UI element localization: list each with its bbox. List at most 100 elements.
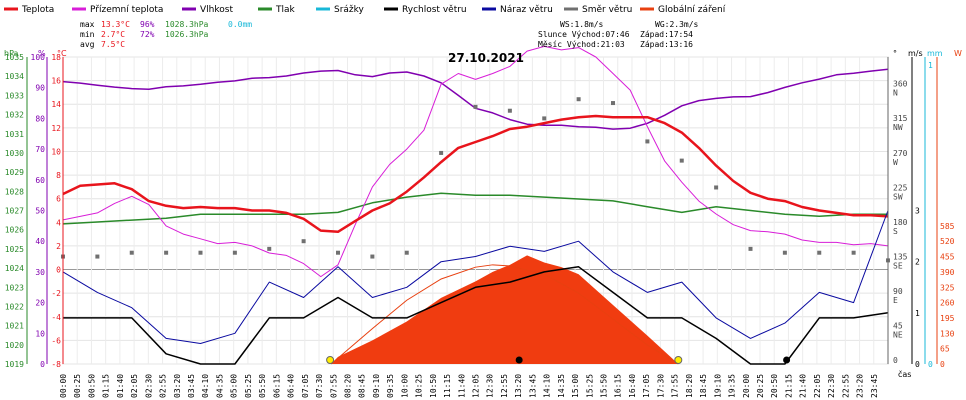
tick-dir: 180 bbox=[893, 218, 908, 227]
axis-label-dir: ° bbox=[893, 49, 897, 58]
tick-w: 260 bbox=[940, 299, 955, 308]
tick-mm: 0 bbox=[928, 360, 933, 369]
axis-label-ms: m/s bbox=[908, 49, 923, 58]
tick-time: 22:55 bbox=[841, 374, 850, 398]
tick-time: 23:20 bbox=[856, 374, 865, 398]
tick-time: 04:35 bbox=[215, 374, 224, 398]
wind-dir-point bbox=[232, 250, 237, 255]
tick-w: 65 bbox=[940, 345, 950, 354]
tick-dir: 90 bbox=[893, 287, 903, 296]
legend-label: Globální záření bbox=[658, 5, 726, 15]
tick-time: 01:40 bbox=[116, 374, 125, 398]
tick-time: 14:35 bbox=[557, 374, 566, 398]
info-sun-rise: Slunce Východ:07:46 bbox=[538, 30, 630, 39]
tick-hpa: 1035 bbox=[5, 53, 24, 62]
chart-marks bbox=[61, 45, 890, 365]
wind-dir-point bbox=[198, 250, 203, 255]
tick-ms: 0 bbox=[915, 360, 920, 369]
legend-label: Přízemní teplota bbox=[90, 5, 163, 15]
tick-time: 21:15 bbox=[784, 374, 793, 398]
tick-temp: 10 bbox=[51, 147, 61, 156]
tick-time: 11:40 bbox=[457, 374, 466, 398]
tick-dir-cardinal: NE bbox=[893, 330, 903, 339]
wind-dir-point bbox=[782, 250, 787, 255]
wind-dir-point bbox=[714, 185, 719, 190]
tick-hpa: 1028 bbox=[5, 187, 24, 196]
legend-label: Tlak bbox=[275, 5, 296, 15]
tick-hpa: 1031 bbox=[5, 130, 24, 139]
tick-time: 05:00 bbox=[230, 374, 239, 398]
legend: Teplota Přízemní teplota Vlhkost Tlak Srážky… bbox=[4, 5, 726, 15]
stat-max-press: 1028.3hPa bbox=[165, 20, 209, 29]
tick-time: 12:30 bbox=[486, 374, 495, 398]
tick-time: 16:15 bbox=[614, 374, 623, 398]
tick-hpa: 1020 bbox=[5, 341, 24, 350]
tick-time: 19:35 bbox=[728, 374, 737, 398]
stat-max-temp: 13.3°C bbox=[101, 20, 130, 29]
tick-hpa: 1022 bbox=[5, 302, 24, 311]
tick-time: 09:10 bbox=[372, 374, 381, 398]
tick-time: 05:50 bbox=[258, 374, 267, 398]
tick-time: 02:30 bbox=[144, 374, 153, 398]
tick-dir: 315 bbox=[893, 114, 908, 123]
tick-pct: 20 bbox=[35, 299, 45, 308]
tick-pct: 50 bbox=[35, 207, 45, 216]
info-ws: WS:1.8m/s bbox=[560, 20, 604, 29]
tick-dir-cardinal: W bbox=[893, 158, 898, 167]
tick-pct: 0 bbox=[40, 360, 45, 369]
tick-hpa: 1026 bbox=[5, 226, 24, 235]
tick-time: 10:00 bbox=[400, 374, 409, 398]
tick-time: 22:05 bbox=[813, 374, 822, 398]
wind-dir-point bbox=[336, 250, 340, 255]
stat-min-press: 1026.3hPa bbox=[165, 30, 209, 39]
moon-marker bbox=[515, 356, 523, 364]
tick-pct: 40 bbox=[35, 237, 45, 246]
tick-temp: 16 bbox=[51, 77, 61, 86]
wind-speed-line bbox=[63, 266, 889, 365]
tick-time: 08:20 bbox=[343, 374, 352, 398]
wind-dir-point bbox=[267, 246, 272, 251]
wind-dir-point bbox=[611, 101, 615, 106]
wind-dir-point bbox=[645, 139, 650, 144]
tick-time: 16:40 bbox=[628, 374, 637, 398]
tick-time: 19:10 bbox=[713, 374, 722, 398]
tick-dir-cardinal: SW bbox=[893, 192, 903, 201]
legend-label: Srážky bbox=[334, 5, 365, 15]
tick-time: 17:05 bbox=[642, 374, 651, 398]
tick-dir-cardinal: SE bbox=[893, 261, 903, 270]
ground-temp-line bbox=[62, 45, 889, 278]
tick-hpa: 1033 bbox=[5, 91, 24, 100]
axes: 1035103410331032103110301029102810271026… bbox=[5, 53, 955, 398]
axis-label-pct: % bbox=[38, 49, 46, 58]
tick-temp: 8 bbox=[56, 171, 61, 180]
tick-dir: 135 bbox=[893, 252, 908, 261]
tick-temp: -2 bbox=[51, 289, 61, 298]
axis-label-hpa: hPa bbox=[4, 49, 19, 58]
tick-dir-cardinal: NW bbox=[893, 123, 903, 132]
wind-gust-line bbox=[62, 210, 889, 344]
tick-hpa: 1032 bbox=[5, 111, 24, 120]
tick-temp: 4 bbox=[56, 218, 61, 227]
wind-dir-point bbox=[817, 250, 822, 255]
radiation-theory-line bbox=[330, 264, 679, 365]
temperature-line bbox=[62, 114, 889, 234]
radiation-area bbox=[63, 255, 888, 364]
wind-dir-point bbox=[164, 250, 169, 255]
info-wg: WG:2.3m/s bbox=[655, 20, 699, 29]
tick-temp: -6 bbox=[51, 336, 61, 345]
tick-w: 130 bbox=[940, 329, 955, 338]
tick-ms: 2 bbox=[915, 258, 920, 267]
axis-label-mm: mm bbox=[927, 49, 943, 58]
tick-time: 15:25 bbox=[585, 374, 594, 398]
tick-time: 11:15 bbox=[443, 374, 452, 398]
tick-ms: 1 bbox=[915, 309, 920, 318]
tick-time: 18:45 bbox=[699, 374, 708, 398]
tick-hpa: 1027 bbox=[5, 207, 24, 216]
tick-hpa: 1029 bbox=[5, 168, 24, 177]
tick-time: 13:20 bbox=[514, 374, 523, 398]
tick-time: 23:45 bbox=[870, 374, 879, 398]
stats-block: max 13.3°C 96% 1028.3hPa 0.0mm min 2.7°C… bbox=[80, 20, 252, 49]
wind-dir-point bbox=[439, 150, 444, 155]
stat-max-hum: 96% bbox=[140, 20, 155, 29]
tick-pct: 100 bbox=[31, 53, 46, 62]
